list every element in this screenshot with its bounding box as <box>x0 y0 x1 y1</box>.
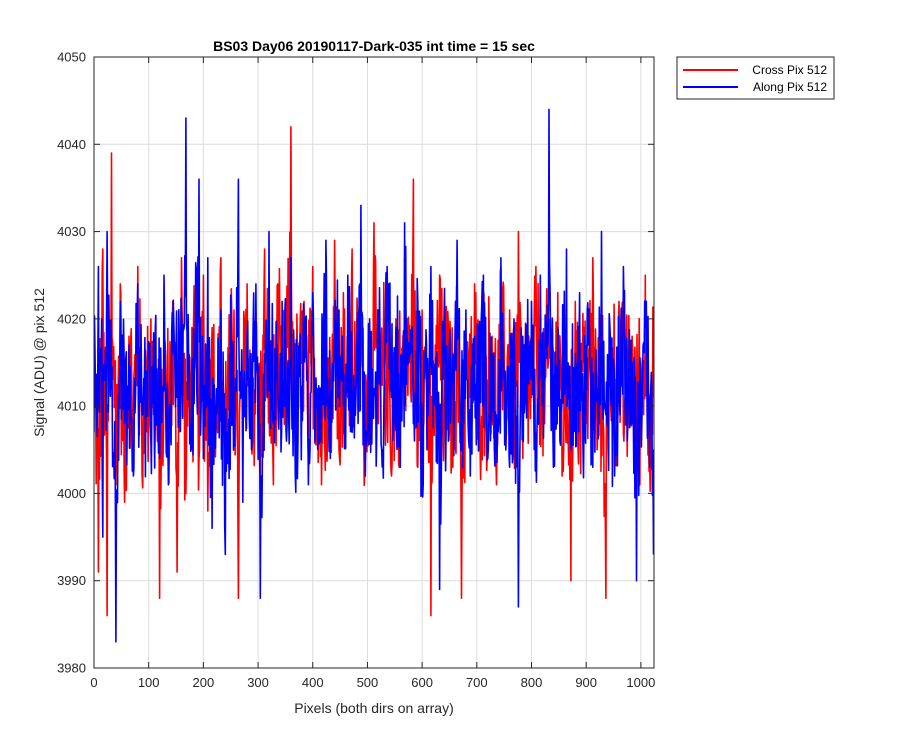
legend-label: Cross Pix 512 <box>752 63 827 77</box>
y-tick-label: 3990 <box>57 573 86 588</box>
x-tick-label: 200 <box>193 675 215 690</box>
x-tick-label: 1000 <box>626 675 655 690</box>
x-tick-label: 100 <box>138 675 160 690</box>
y-tick-label: 4040 <box>57 137 86 152</box>
axes-box <box>93 56 655 669</box>
ticks: 0 100 200 300 400 500 600 700 800 900 1000 3980 3990… <box>57 50 655 691</box>
x-tick-label: 300 <box>247 675 269 690</box>
x-tick-label: 900 <box>575 675 597 690</box>
x-tick-label: 0 <box>90 675 97 690</box>
legend-box <box>676 56 835 100</box>
x-tick-label: 800 <box>521 675 543 690</box>
series-line-cross <box>94 126 654 617</box>
legend-label: Along Pix 512 <box>753 80 827 94</box>
y-tick-label: 3980 <box>57 661 86 676</box>
x-tick-label: 500 <box>357 675 379 690</box>
chart-title: BS03 Day06 20190117-Dark-035 int time = … <box>213 38 535 54</box>
y-tick-label: 4010 <box>57 399 86 414</box>
y-tick-label: 4050 <box>57 50 86 65</box>
y-axis-label: Signal (ADU) @ pix 512 <box>31 288 47 437</box>
x-axis-label: Pixels (both dirs on array) <box>294 700 454 716</box>
legend: Cross Pix 512 Along Pix 512 <box>676 56 835 100</box>
x-tick-label: 400 <box>302 675 324 690</box>
series-layer <box>94 108 654 643</box>
y-tick-label: 4020 <box>57 311 86 326</box>
y-tick-label: 4030 <box>57 224 86 239</box>
x-tick-label: 600 <box>411 675 433 690</box>
y-tick-label: 4000 <box>57 486 86 501</box>
series-line-along <box>94 108 654 643</box>
x-tick-label: 700 <box>466 675 488 690</box>
